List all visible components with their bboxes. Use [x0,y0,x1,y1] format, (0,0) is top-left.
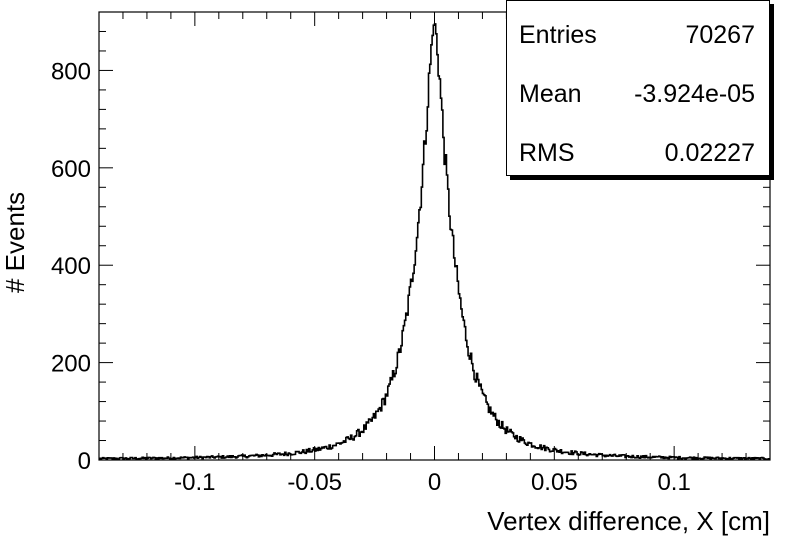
mean-value: -3.924e-05 [634,80,755,108]
x-axis-title: Vertex difference, X [cm] [487,506,770,536]
x-tick-label: 0 [428,469,441,496]
stats-row-rms: RMS 0.02227 [519,133,755,173]
entries-value: 70267 [685,21,755,49]
y-tick-label: 600 [51,156,91,183]
stats-row-entries: Entries 70267 [519,15,755,55]
y-axis-title: # Events [0,192,30,293]
x-tick-label: 0.1 [657,469,690,496]
rms-value: 0.02227 [664,139,755,167]
rms-label: RMS [519,139,575,167]
y-tick-label: 800 [51,58,91,85]
entries-label: Entries [519,21,597,49]
y-tick-label: 400 [51,253,91,280]
histogram-line [99,23,770,461]
axis-tick-labels: -0.1 -0.05 0 0.05 0.1 0 200 400 600 800 [51,58,691,496]
y-tick-label: 200 [51,351,91,378]
stats-row-mean: Mean -3.924e-05 [519,74,755,114]
x-tick-label: 0.05 [531,469,578,496]
x-tick-label: -0.1 [174,469,215,496]
y-tick-label: 0 [78,448,91,475]
x-tick-label: -0.05 [287,469,342,496]
statistics-box: Entries 70267 Mean -3.924e-05 RMS 0.0222… [506,0,770,176]
mean-label: Mean [519,80,582,108]
